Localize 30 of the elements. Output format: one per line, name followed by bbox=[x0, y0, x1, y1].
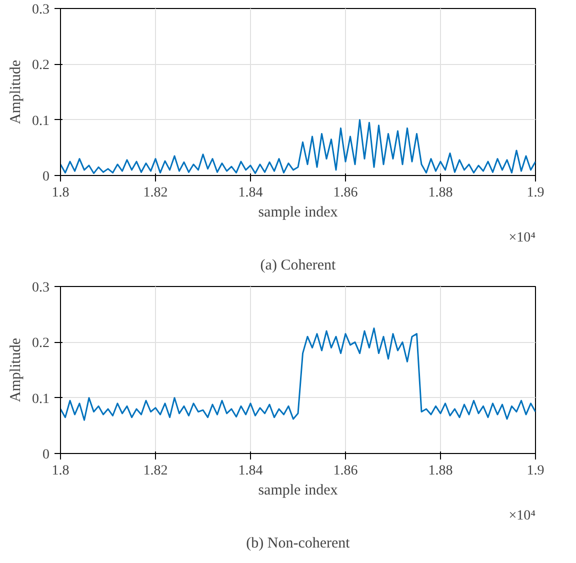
x-tick-label: 1.86 bbox=[333, 186, 358, 200]
y-tick-label: 0.3 bbox=[32, 280, 50, 296]
x-tick-label: 1.9 bbox=[526, 464, 544, 478]
x-tick-label: 1.8 bbox=[52, 186, 70, 200]
y-tick-label: 0.1 bbox=[32, 114, 50, 129]
y-tick-label: 0 bbox=[42, 448, 50, 462]
y-axis-title: Amplitude bbox=[8, 338, 24, 402]
x-axis-title: sample index bbox=[258, 204, 338, 220]
y-axis-title: Amplitude bbox=[8, 60, 24, 124]
x-axis-title: sample index bbox=[258, 482, 338, 498]
y-tick-label: 0.1 bbox=[32, 392, 50, 407]
text: ×10⁴ bbox=[508, 508, 536, 524]
x-tick-label: 1.82 bbox=[143, 464, 168, 478]
x-tick-label: 1.82 bbox=[143, 186, 168, 200]
x-tick-label: 1.86 bbox=[333, 464, 358, 478]
line-series bbox=[60, 328, 536, 421]
x-tick-label: 1.84 bbox=[238, 464, 263, 478]
y-tick-label: 0.2 bbox=[32, 336, 50, 352]
text: (a) Coherent bbox=[260, 258, 337, 274]
x-tick-label: 1.9 bbox=[526, 186, 544, 200]
x-tick-label: 1.84 bbox=[238, 186, 263, 200]
x-tick-label: 1.8 bbox=[52, 464, 70, 478]
y-tick-label: 0.3 bbox=[32, 2, 50, 18]
text: ×10⁴ bbox=[508, 230, 536, 246]
y-tick-label: 0.2 bbox=[32, 58, 50, 74]
x-tick-label: 1.88 bbox=[428, 186, 453, 200]
line-series bbox=[60, 119, 536, 174]
x-tick-label: 1.88 bbox=[428, 464, 453, 478]
y-tick-label: 0 bbox=[42, 170, 50, 184]
text: (b) Non-coherent bbox=[246, 536, 351, 552]
